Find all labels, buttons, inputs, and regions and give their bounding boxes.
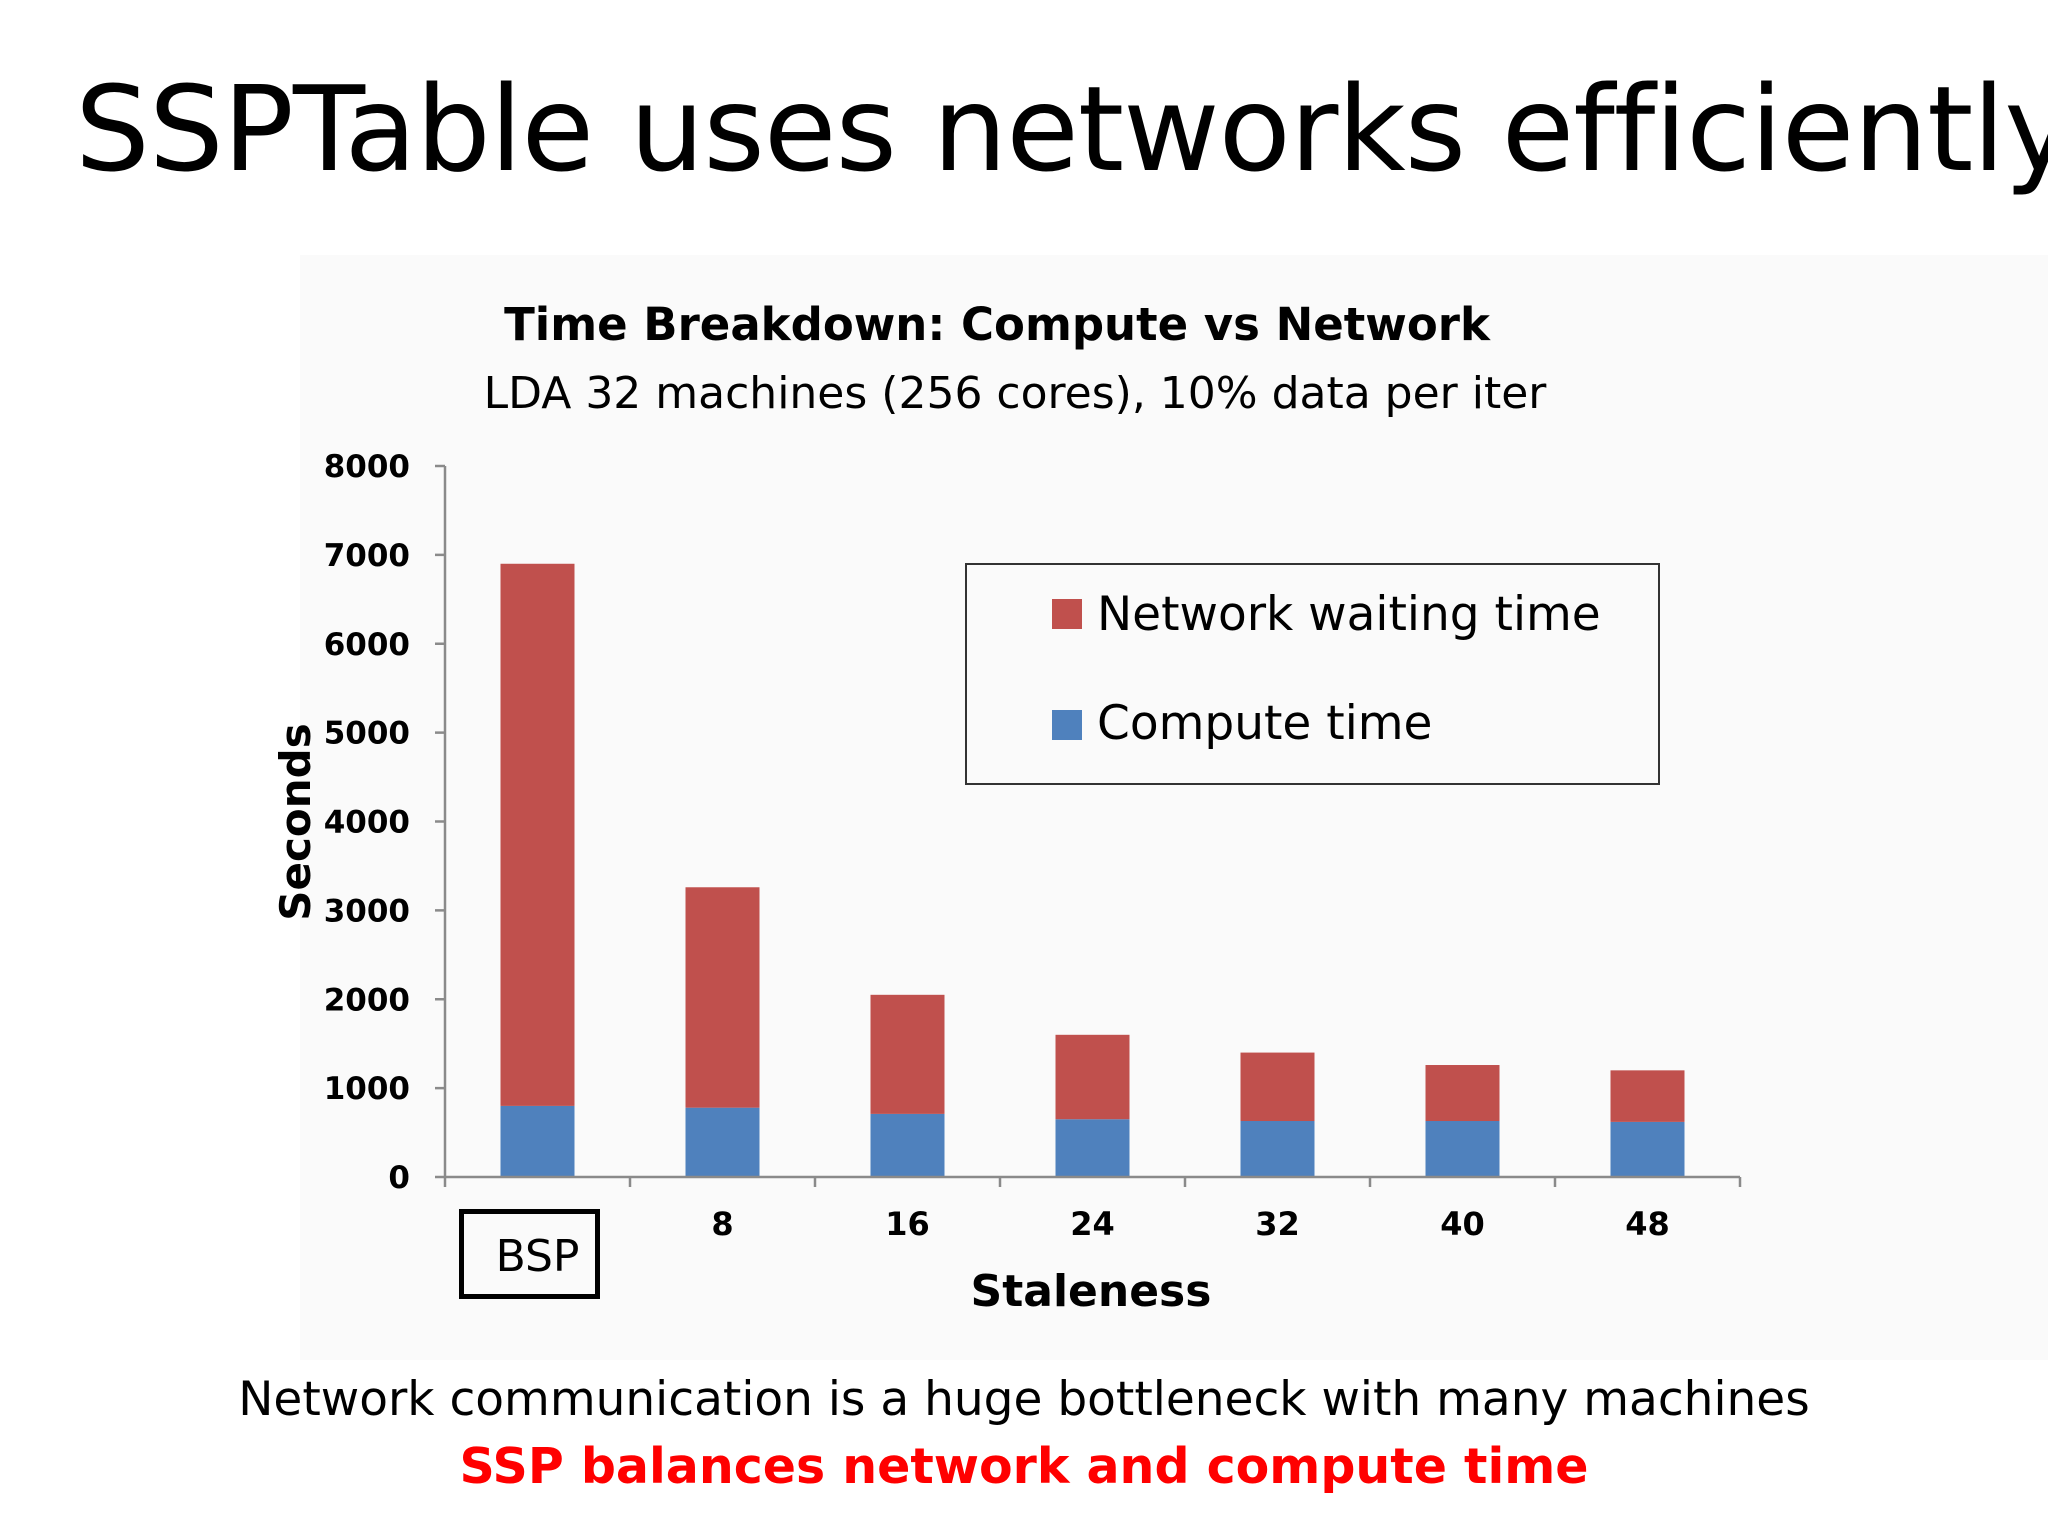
bsp-highlight-box	[459, 1209, 600, 1299]
legend-label-compute: Compute time	[1097, 696, 1433, 751]
y-tick-label-8000: 8000	[324, 449, 410, 485]
bar-network-32	[1240, 1052, 1315, 1122]
x-axis-label: Staleness	[971, 1266, 1212, 1317]
bar-network-48	[1610, 1070, 1685, 1122]
chart-subtitle: LDA 32 machines (256 cores), 10% data pe…	[484, 368, 1548, 419]
legend-swatch-compute	[1052, 710, 1082, 740]
y-tick-label-3000: 3000	[324, 893, 410, 929]
bar-compute-8	[685, 1107, 760, 1177]
bar-compute-16	[870, 1113, 945, 1177]
x-tick-label-48: 48	[1625, 1205, 1670, 1243]
y-tick-label-7000: 7000	[324, 538, 410, 574]
bar-compute-48	[1610, 1121, 1685, 1177]
x-tick-label-24: 24	[1070, 1205, 1115, 1243]
legend-swatch-network	[1052, 599, 1082, 629]
x-tick-label-16: 16	[885, 1205, 930, 1243]
legend-label-network: Network waiting time	[1097, 587, 1601, 642]
bar-network-40	[1425, 1065, 1500, 1122]
slide-title: SSPTable uses networks efficiently	[75, 60, 2048, 198]
chart-title: Time Breakdown: Compute vs Network	[504, 298, 1491, 351]
bar-network-bsp	[500, 563, 575, 1106]
y-axis-label: Seconds	[271, 723, 320, 920]
y-tick-label-4000: 4000	[324, 805, 410, 841]
x-tick-label-40: 40	[1440, 1205, 1485, 1243]
footer-emphasis: SSP balances network and compute time	[459, 1438, 1589, 1495]
bar-compute-32	[1240, 1121, 1315, 1177]
x-tick-label-8: 8	[711, 1205, 733, 1243]
bar-compute-24	[1055, 1119, 1130, 1177]
bar-network-8	[685, 887, 760, 1108]
bar-network-16	[870, 994, 945, 1114]
chart-legend: Network waiting time Compute time	[965, 563, 1660, 785]
footer-note: Network communication is a huge bottlene…	[238, 1372, 1810, 1427]
x-tick-label-32: 32	[1255, 1205, 1300, 1243]
bar-compute-bsp	[500, 1105, 575, 1177]
y-tick-label-5000: 5000	[324, 716, 410, 752]
y-tick-label-2000: 2000	[324, 982, 410, 1018]
bar-network-24	[1055, 1034, 1130, 1120]
y-tick-label-0: 0	[388, 1160, 410, 1196]
y-tick-label-1000: 1000	[324, 1071, 410, 1107]
y-tick-label-6000: 6000	[324, 627, 410, 663]
bar-compute-40	[1425, 1121, 1500, 1177]
x-tick-label-bsp: BSP	[496, 1231, 580, 1282]
